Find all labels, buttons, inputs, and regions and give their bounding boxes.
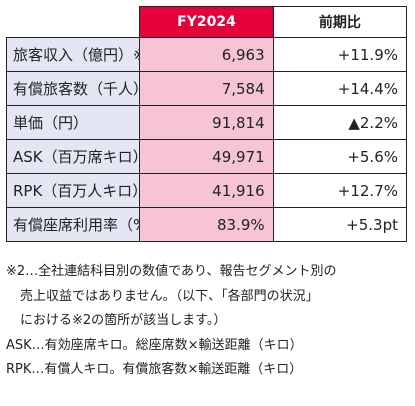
table-row: RPK（百万人キロ） 41,916 +12.7% [5, 173, 408, 208]
footnote-2-line-1: ※2…全社連結科目別の数値であり、報告セグメント別の [6, 264, 337, 279]
row-label: RPK（百万人キロ） [5, 173, 141, 208]
row-value: 41,916 [139, 173, 274, 208]
row-label: 旅客収入（億円）※2 [5, 37, 141, 72]
table-row: ASK（百万席キロ） 49,971 +5.6% [5, 139, 408, 174]
header-blank [6, 6, 140, 38]
row-label: 有償旅客数（千人） [5, 71, 141, 106]
footnote-rpk: RPK…有償人キロ。有償旅客数×輸送距離（キロ） [6, 362, 303, 377]
row-value: 49,971 [139, 139, 274, 174]
header-yoy: 前期比 [272, 6, 408, 38]
row-yoy: +11.9% [272, 37, 408, 72]
kpi-table: FY2024 前期比 旅客収入（億円）※2 6,963 +11.9% 有償旅客数… [5, 6, 408, 242]
table-row: 単価（円） 91,814 ▲2.2% [5, 105, 408, 140]
footnote-2-line-3: における※2の箇所が該当します。） [20, 313, 227, 328]
row-value: 6,963 [139, 37, 274, 72]
table-row: 旅客収入（億円）※2 6,963 +11.9% [5, 37, 408, 72]
row-yoy: +12.7% [272, 173, 408, 208]
row-yoy: +5.3pt [272, 207, 408, 242]
header-period: FY2024 [139, 6, 274, 38]
table-header-row: FY2024 前期比 [6, 6, 408, 38]
row-value: 83.9% [139, 207, 274, 242]
row-yoy: ▲2.2% [272, 105, 408, 140]
footnotes: ※2…全社連結科目別の数値であり、報告セグメント別の 売上収益ではありません。（… [6, 260, 410, 383]
row-label: ASK（百万席キロ） [5, 139, 141, 174]
row-value: 7,584 [139, 71, 274, 106]
footnote-2-line-2: 売上収益ではありません。（以下、「各部門の状況」 [20, 288, 319, 304]
table-row: 有償旅客数（千人） 7,584 +14.4% [5, 71, 408, 106]
row-label: 有償座席利用率（%） [5, 207, 141, 242]
footnote-ask: ASK…有効座席キロ。総座席数×輸送距離（キロ） [6, 337, 303, 353]
row-yoy: +14.4% [272, 71, 408, 106]
row-yoy: +5.6% [272, 139, 408, 174]
table-row: 有償座席利用率（%） 83.9% +5.3pt [5, 207, 408, 242]
row-value: 91,814 [139, 105, 274, 140]
row-label: 単価（円） [5, 105, 141, 140]
